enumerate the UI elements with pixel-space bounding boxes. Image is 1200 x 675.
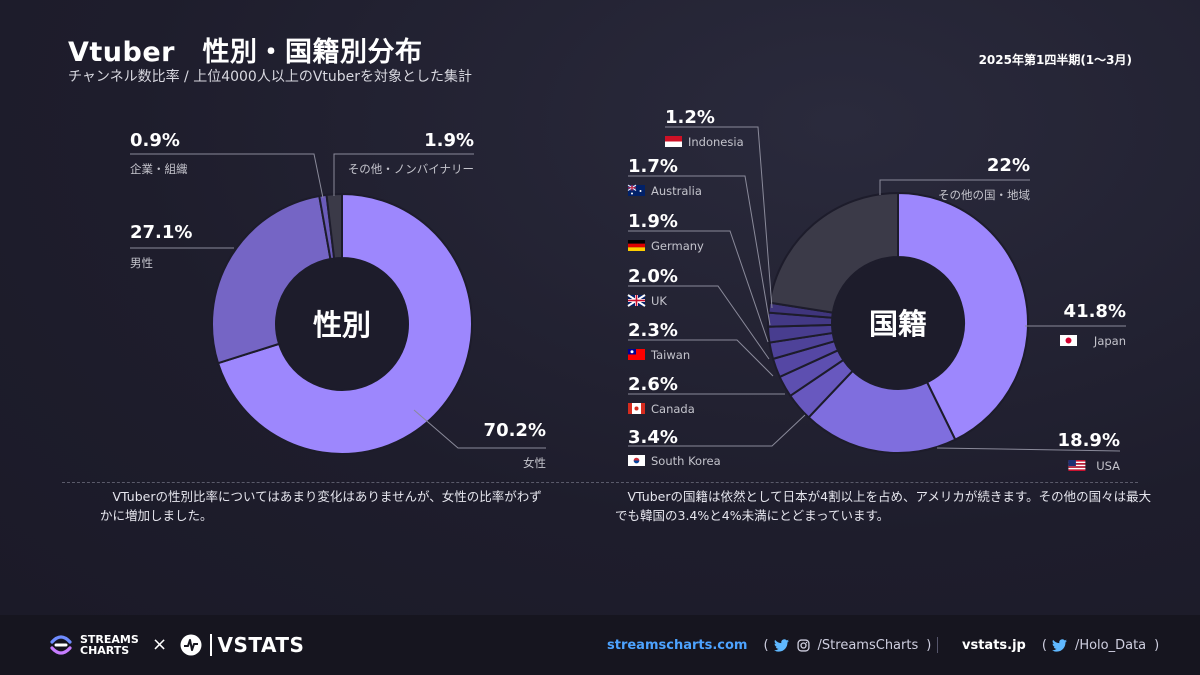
collab-times: × [152,634,168,655]
nationality-donut-chart: 国籍 41.8% Japan 18.9% USA 3.4% South Korea 2.6% C… [627,107,1126,473]
streams-charts-line1: STREAMS [80,633,139,646]
category-label-taiwan: Taiwan [650,348,690,362]
category-label-item-0: 女性 [523,456,546,470]
leader-line-taiwan [628,339,774,377]
indonesia-flag-icon [665,136,682,147]
germany-flag-icon [628,240,645,251]
streamscharts-site-link[interactable]: streamscharts.com [607,637,748,653]
category-label-australia: Australia [651,184,702,198]
footer-separator [937,637,938,653]
leader-line-uk [628,285,770,360]
vstats-icon [180,634,202,656]
page-subtitle: チャンネル数比率 / 上位4000人以上のVtuberを対象とした集計 [68,69,473,85]
donut-slices [211,192,473,455]
streams-charts-icon [50,635,72,655]
donut-hole [833,258,963,388]
period-label: 2025年第1四半期(1〜3月) [978,53,1132,67]
category-label-item-1: 男性 [130,256,153,270]
category-label-item-9: その他の国・地域 [938,188,1030,202]
south-korea-flag-icon [628,455,645,466]
value-label-south-korea: 3.4% [628,427,678,448]
vstats-logo: VSTATS [180,615,304,675]
slice-usa [807,369,957,454]
gender-note: VTuberの性別比率についてはあまり変化はありませんが、女性の比率がわずかに増… [100,489,542,523]
value-label-canada: 2.6% [628,374,678,395]
slice-item-9 [768,191,899,314]
leader-line-germany [628,230,769,343]
value-label-item-2: 0.9% [130,130,180,151]
leader-line-item-9 [879,179,1030,195]
category-label-south-korea: South Korea [651,454,721,468]
vstats-divider [210,634,212,656]
value-label-item-3: 1.9% [424,130,474,151]
donut-center-label: 国籍 [869,307,927,341]
value-label-australia: 1.7% [628,156,678,177]
leader-line-south-korea [628,414,806,447]
main-panel: Vtuber 性別・国籍別分布 チャンネル数比率 / 上位4000人以上のVtu… [0,0,1200,615]
category-label-indonesia: Indonesia [688,135,744,149]
slice-japan [897,191,1029,442]
nationality-note: VTuberの国籍は依然として日本が4割以上を占め、アメリカが続きます。その他の… [615,489,1152,523]
page-title: Vtuber 性別・国籍別分布 [68,37,423,68]
value-label-taiwan: 2.3% [628,320,678,341]
leader-line-item-3 [333,153,474,196]
vstats-wordmark: VSTATS [217,633,305,657]
slice-item-0 [216,192,473,455]
australia-flag-icon [627,184,645,196]
value-label-item-0: 70.2% [484,420,546,441]
close-paren: ) [926,637,932,653]
section-divider [62,482,1138,483]
charts-canvas: 性別 70.2% 女性 27.1% 男性 0.9% 企業・組織 1.9% その他・ノンバイナリー… [130,107,1126,473]
donut-hole [277,259,407,389]
footer: STREAMS CHARTS × VSTATS streamscharts.co… [0,615,1200,675]
category-label-item-2: 企業・組織 [130,162,188,176]
value-label-japan: 41.8% [1064,301,1126,322]
instagram-icon[interactable] [796,638,810,652]
streams-charts-line2: CHARTS [80,644,130,657]
japan-flag-icon [1060,335,1077,346]
open-paren: ( [1041,637,1047,653]
category-label-usa: USA [1096,459,1120,473]
twitter-icon[interactable] [773,638,789,652]
twitter-icon[interactable] [1051,638,1067,652]
streams-charts-logo: STREAMS CHARTS [48,615,139,675]
open-paren: ( [763,637,769,653]
vstats-links: vstats.jp ( /Holo_Data ) [962,615,1164,675]
category-label-item-3: その他・ノンバイナリー [348,162,474,176]
gender-donut-chart: 性別 70.2% 女性 27.1% 男性 0.9% 企業・組織 1.9% その他・ノンバイナリー [130,130,546,470]
streamscharts-handle[interactable]: /StreamsCharts [817,637,919,653]
leader-line-usa [936,447,1121,452]
close-paren: ) [1154,637,1160,653]
category-label-japan: Japan [1093,334,1126,348]
vstats-site-link[interactable]: vstats.jp [962,637,1026,653]
slice-item-3 [325,192,343,260]
donut-center-label: 性別 [313,308,371,342]
usa-flag-icon [1068,460,1086,471]
taiwan-flag-icon [628,349,645,360]
value-label-uk: 2.0% [628,266,678,287]
category-label-canada: Canada [651,402,695,416]
leader-line-item-2 [130,153,324,199]
value-label-item-9: 22% [987,155,1030,176]
value-label-indonesia: 1.2% [665,107,715,128]
leader-line-item-0 [413,409,546,449]
vstats-handle[interactable]: /Holo_Data [1074,637,1147,653]
leader-line-australia [628,175,771,326]
value-label-usa: 18.9% [1058,430,1120,451]
category-label-uk: UK [651,294,667,308]
canada-flag-icon [628,403,645,414]
value-label-germany: 1.9% [628,211,678,232]
uk-flag-icon [627,294,646,307]
category-label-germany: Germany [651,239,704,253]
slice-item-1 [211,194,332,365]
streamscharts-links: streamscharts.com ( /StreamsCharts ) [607,615,936,675]
value-label-item-1: 27.1% [130,222,192,243]
leader-line-indonesia [665,126,773,309]
donut-slices [766,191,1029,454]
